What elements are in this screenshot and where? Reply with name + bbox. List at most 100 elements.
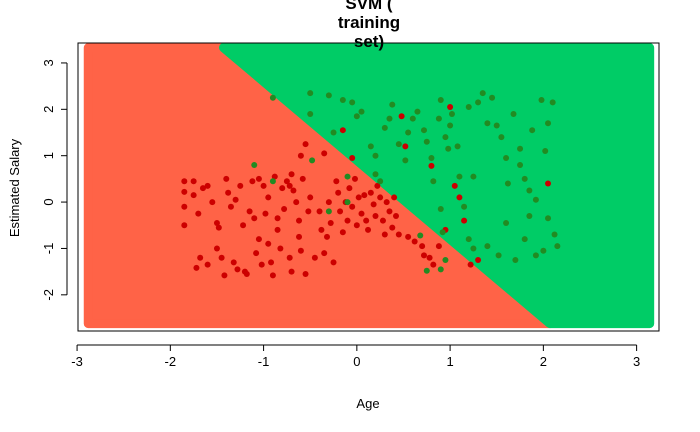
point-class-1 [517, 145, 524, 152]
point-class-0 [297, 247, 304, 254]
point-class-0 [447, 104, 454, 110]
point-class-1 [442, 134, 449, 141]
x-tick-label: 2 [540, 354, 547, 369]
point-class-0 [240, 222, 247, 229]
point-class-1 [465, 236, 472, 243]
point-class-0 [318, 226, 325, 233]
point-class-1 [377, 178, 384, 185]
point-class-0 [325, 199, 332, 206]
point-class-0 [213, 219, 220, 226]
point-class-0 [405, 233, 412, 240]
point-class-0 [199, 185, 206, 192]
point-class-0 [218, 254, 225, 261]
point-class-0 [302, 141, 309, 148]
point-class-0 [255, 175, 262, 182]
point-class-1 [251, 161, 258, 168]
point-class-1 [456, 173, 463, 180]
point-class-0 [389, 224, 396, 231]
point-class-1 [526, 212, 533, 219]
point-class-0 [339, 127, 346, 134]
point-class-0 [367, 189, 374, 196]
point-class-0 [391, 194, 398, 201]
x-axis-label: Age [356, 396, 379, 411]
point-class-0 [230, 259, 237, 266]
point-class-1 [461, 203, 468, 210]
x-tick-label: 0 [353, 354, 360, 369]
y-axis: -2 -1 0 1 2 3 [41, 59, 68, 301]
point-class-0 [327, 219, 334, 226]
point-class-0 [283, 178, 290, 185]
point-class-1 [437, 206, 444, 213]
point-class-1 [532, 252, 539, 259]
point-class-1 [484, 243, 491, 250]
point-class-0 [290, 187, 297, 194]
chart-title-line-1: SVM ( [345, 0, 393, 13]
point-class-0 [311, 254, 318, 261]
point-class-0 [353, 222, 360, 229]
point-class-0 [344, 217, 351, 224]
point-class-0 [293, 199, 300, 206]
point-class-0 [286, 182, 293, 189]
point-class-1 [545, 120, 552, 127]
point-class-1 [538, 97, 545, 104]
point-class-1 [430, 178, 437, 185]
point-class-0 [262, 210, 269, 217]
point-class-0 [461, 217, 468, 224]
point-class-0 [296, 217, 303, 224]
point-class-0 [398, 113, 405, 120]
point-class-0 [393, 212, 400, 219]
point-class-0 [419, 243, 426, 250]
point-class-0 [307, 194, 314, 201]
point-class-1 [372, 171, 379, 178]
point-class-0 [379, 217, 386, 224]
point-class-0 [383, 199, 390, 206]
point-class-0 [386, 208, 393, 215]
y-tick-label: 3 [41, 59, 56, 66]
point-class-0 [288, 268, 295, 275]
point-class-0 [381, 231, 388, 238]
point-class-0 [337, 208, 344, 215]
point-class-1 [381, 124, 388, 131]
point-class-0 [265, 194, 272, 201]
point-class-0 [377, 194, 384, 201]
point-class-1 [353, 113, 360, 120]
y-axis-label: Estimated Salary [7, 138, 22, 237]
point-class-1 [521, 236, 528, 243]
point-class-0 [420, 252, 427, 259]
point-class-0 [277, 245, 284, 252]
point-class-0 [197, 254, 204, 261]
point-class-1 [439, 229, 446, 236]
point-class-1 [540, 247, 547, 254]
x-tick-label: -1 [258, 354, 270, 369]
point-class-0 [286, 254, 293, 261]
point-class-1 [521, 175, 528, 182]
point-class-0 [246, 208, 253, 215]
point-class-0 [365, 226, 372, 233]
point-class-0 [193, 264, 200, 271]
point-class-1 [423, 267, 430, 274]
x-tick-label: 1 [446, 354, 453, 369]
point-class-0 [279, 185, 286, 192]
point-class-0 [355, 194, 362, 201]
point-class-1 [479, 90, 486, 97]
point-class-1 [503, 155, 510, 162]
point-class-0 [330, 259, 337, 266]
chart-title-line-3: set) [354, 32, 384, 51]
point-class-1 [484, 120, 491, 127]
data-points [181, 90, 561, 279]
point-class-0 [190, 192, 197, 199]
point-class-1 [307, 90, 314, 97]
point-class-0 [475, 257, 482, 264]
point-class-0 [249, 178, 256, 185]
point-class-0 [428, 162, 435, 169]
point-class-1 [554, 243, 561, 250]
point-class-1 [526, 187, 533, 194]
point-class-0 [243, 270, 250, 277]
point-class-1 [517, 161, 524, 168]
point-class-1 [417, 232, 424, 239]
point-class-1 [445, 145, 452, 152]
point-class-0 [358, 210, 365, 217]
point-class-1 [493, 122, 500, 129]
point-class-1 [372, 152, 379, 159]
point-class-0 [253, 250, 260, 257]
